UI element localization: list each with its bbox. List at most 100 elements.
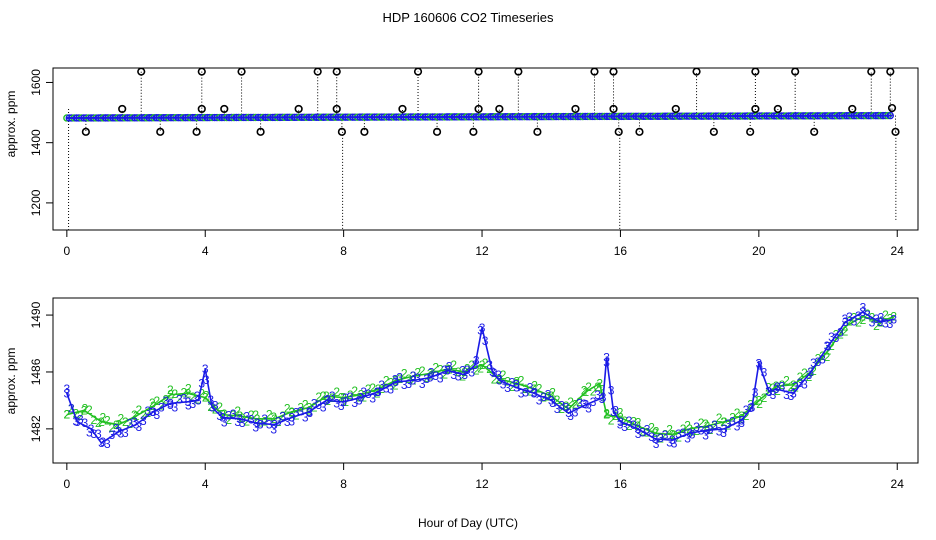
series-3-marker: 3 [320, 400, 327, 414]
series-3-marker: 3 [140, 414, 147, 428]
series-2-marker: 2 [536, 381, 543, 395]
series-3-marker: 3 [171, 400, 178, 414]
series-3-marker: 3 [378, 378, 385, 392]
series-2-marker: 2 [662, 427, 669, 441]
series-3-marker: 3 [270, 422, 277, 436]
series-2-marker: 2 [644, 426, 651, 440]
series-2-marker: 2 [207, 400, 214, 414]
series-3-marker: 3 [657, 431, 664, 445]
series-3-marker: 3 [684, 431, 691, 445]
series-3-marker: 3 [126, 417, 133, 431]
series-3-marker: 3 [581, 397, 588, 411]
top-x-tick-label: 4 [202, 244, 209, 258]
series-2-marker: 2 [441, 368, 448, 382]
series-2-marker: 2 [405, 372, 412, 386]
series-2-marker: 2 [801, 366, 808, 380]
series-3-marker: 3 [351, 396, 358, 410]
series-2-marker: 2 [279, 409, 286, 423]
outlier-point [609, 104, 618, 114]
top-x-axis: 0 4 8 12 16 20 24 [63, 230, 904, 258]
series-2-marker: 2 [419, 364, 426, 378]
series-3-marker: 3 [716, 424, 723, 438]
outlier-point [313, 67, 322, 76]
series-3-marker: 3 [702, 428, 709, 442]
series-3-marker: 3 [459, 363, 466, 377]
series-2-marker: 2 [428, 369, 435, 383]
bottom-y-tick-label: 1486 [29, 358, 43, 385]
series-3-marker: 3 [486, 358, 493, 372]
series-2-marker: 2 [689, 425, 696, 439]
series-3-marker: 3 [153, 408, 160, 422]
series-3-point: 3 [890, 312, 897, 326]
chart-title: HDP 160606 CO2 Timeseries [382, 10, 554, 25]
outlier-point [332, 67, 341, 76]
series-2-marker: 2 [783, 374, 790, 388]
series-3-marker: 3 [576, 396, 583, 410]
series-3-marker: 3 [594, 388, 601, 402]
series-3-line [66, 311, 894, 445]
series-2-point: 2 [825, 344, 832, 358]
series-3-marker: 3 [311, 397, 318, 411]
series-2-marker: 2 [702, 417, 709, 431]
series-3-marker: 3 [86, 426, 93, 440]
bottom-x-tick-label: 20 [752, 477, 766, 491]
series-3-marker: 3 [203, 373, 210, 387]
series-2-point: 2 [704, 419, 711, 433]
top-plot-area [63, 67, 900, 230]
series-3-point: 3 [461, 368, 468, 382]
series-2-point: 2 [479, 358, 486, 372]
series-2-marker: 2 [554, 393, 561, 407]
series-2-marker: 2 [401, 367, 408, 381]
series-3-marker: 3 [653, 437, 660, 451]
series-2-point: 2 [63, 408, 70, 422]
series-3-marker: 3 [743, 403, 750, 417]
series-2-point: 2 [603, 408, 610, 422]
series-3-marker: 3 [887, 317, 894, 331]
series-3-marker: 3 [765, 384, 772, 398]
series-3-point: 3 [288, 410, 295, 424]
series-2-point: 2 [755, 393, 762, 407]
series-2-point: 2 [513, 376, 520, 390]
series-3-marker: 3 [873, 312, 880, 326]
series-3-marker: 3 [423, 372, 430, 386]
series-3-point: 3 [195, 393, 202, 407]
series-3-marker: 3 [446, 360, 453, 374]
series-3-marker: 3 [387, 382, 394, 396]
series-2-marker: 2 [446, 362, 453, 376]
series-3-marker: 3 [122, 426, 129, 440]
outlier-point [220, 104, 229, 114]
series-2-marker: 2 [860, 313, 867, 327]
series-3-point: 3 [479, 321, 486, 335]
series-3-point: 3 [472, 358, 479, 372]
series-3-point: 3 [271, 418, 278, 432]
series-2-marker: 2 [104, 414, 111, 428]
bottom-x-tick-label: 24 [891, 477, 905, 491]
outlier-point [118, 104, 127, 114]
series-3-marker: 3 [842, 312, 849, 326]
series-2-marker: 2 [261, 415, 268, 429]
series-3-point: 3 [859, 305, 866, 319]
series-3-marker: 3 [95, 427, 102, 441]
series-3-marker: 3 [707, 422, 714, 436]
series-2-marker: 2 [90, 413, 97, 427]
series-3-point: 3 [825, 339, 832, 353]
series-3-point: 3 [582, 398, 589, 412]
series-3-marker: 3 [626, 414, 633, 428]
series-3-point: 3 [617, 415, 624, 429]
series-2-marker: 2 [153, 394, 160, 408]
series-2-marker: 2 [716, 411, 723, 425]
series-2-point: 2 [185, 386, 192, 400]
series-2-marker: 2 [185, 382, 192, 396]
series-2-marker: 2 [284, 402, 291, 416]
series-2-marker: 2 [86, 403, 93, 417]
bottom-x-axis: 0 4 8 12 16 20 24 [63, 463, 904, 491]
series-2-marker: 2 [594, 380, 601, 394]
series-2-marker: 2 [194, 393, 201, 407]
series-2-marker: 2 [734, 406, 741, 420]
series-3-marker: 3 [567, 409, 574, 423]
series-3-marker: 3 [131, 415, 138, 429]
series-3-marker: 3 [419, 377, 426, 391]
series-2-marker: 2 [77, 409, 84, 423]
series-2-point: 2 [98, 415, 105, 429]
top-x-tick-label: 0 [63, 244, 70, 258]
